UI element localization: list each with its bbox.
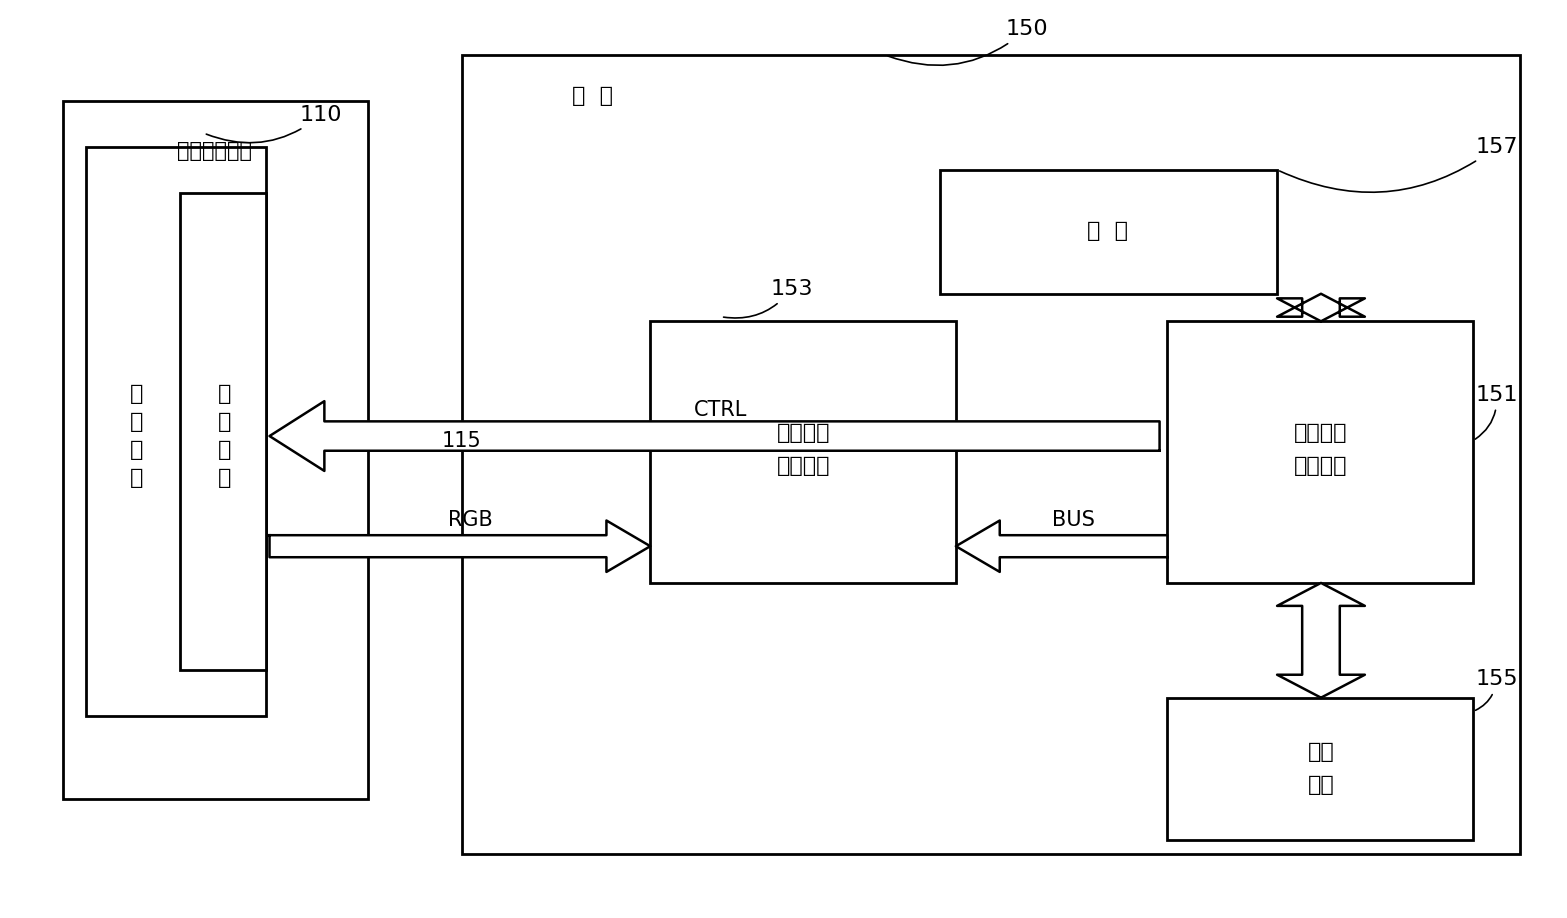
Text: 电
荷
耦
合: 电 荷 耦 合 xyxy=(218,384,230,488)
Text: RGB: RGB xyxy=(448,509,492,530)
Polygon shape xyxy=(270,401,1160,471)
Text: 157: 157 xyxy=(1280,137,1518,192)
Bar xyxy=(940,170,1277,294)
Text: 组
件
模
块: 组 件 模 块 xyxy=(130,384,143,488)
Text: 光学扫描模块: 光学扫描模块 xyxy=(177,141,252,162)
Text: CTRL: CTRL xyxy=(694,399,747,420)
Polygon shape xyxy=(956,521,1167,572)
Text: 110: 110 xyxy=(207,105,343,143)
Polygon shape xyxy=(1277,294,1365,321)
Bar xyxy=(1167,698,1473,840)
Text: 内  存: 内 存 xyxy=(1087,221,1128,241)
Bar xyxy=(180,193,266,670)
Text: 155: 155 xyxy=(1475,669,1518,711)
Text: 模拟前端
处理装置: 模拟前端 处理装置 xyxy=(777,423,831,476)
Polygon shape xyxy=(270,521,650,572)
Text: 115: 115 xyxy=(442,431,481,451)
Text: 151: 151 xyxy=(1475,385,1518,439)
Text: 传动
马达: 传动 马达 xyxy=(1307,742,1335,795)
Text: 153: 153 xyxy=(724,279,813,318)
Text: BUS: BUS xyxy=(1051,509,1095,530)
Polygon shape xyxy=(1277,583,1365,698)
Bar xyxy=(63,101,368,799)
Text: 主  板: 主 板 xyxy=(572,86,613,106)
Bar xyxy=(1167,321,1473,583)
Text: 150: 150 xyxy=(888,19,1048,65)
Text: 特殊应用
集成电路: 特殊应用 集成电路 xyxy=(1294,423,1348,476)
Bar xyxy=(462,55,1520,854)
Bar xyxy=(650,321,956,583)
Bar xyxy=(86,147,266,716)
